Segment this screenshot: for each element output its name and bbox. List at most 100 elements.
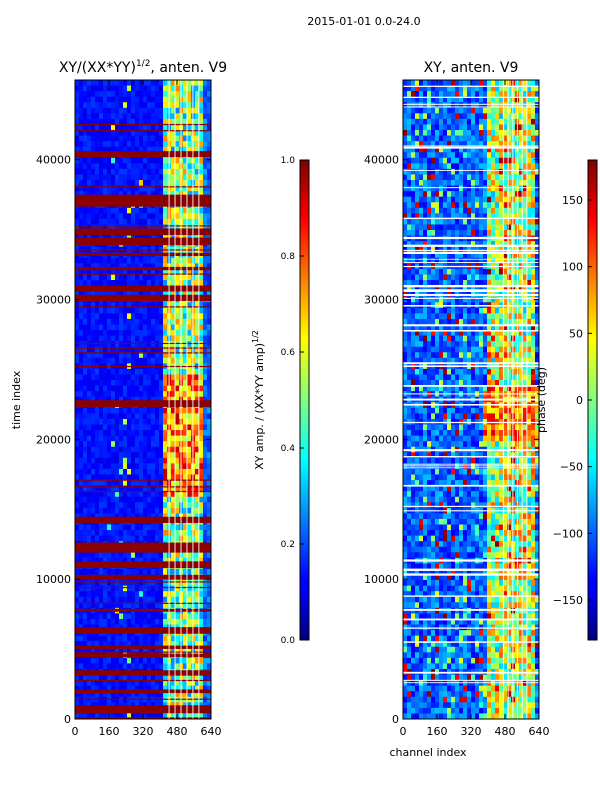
heatmap-cell [207,557,212,564]
heatmap-cell [115,218,120,225]
heatmap-cell [435,152,440,159]
heatmap-cell [111,496,116,503]
heatmap-cell [527,191,532,197]
heatmap-cell [523,185,528,192]
heatmap-cell [187,341,192,348]
heatmap-cell [107,530,112,536]
heatmap-cell [155,268,160,275]
heatmap-cell [187,424,192,431]
heatmap-cell [107,596,112,603]
heatmap-cell [439,218,444,225]
heatmap-cell [107,124,112,131]
heatmap-cell [147,368,152,375]
heatmap-cell [79,113,84,120]
heatmap-cell [123,257,128,264]
heatmap-cell [119,680,124,686]
heatmap-cell [147,557,152,564]
heatmap-cell [123,357,128,364]
heatmap-cell [83,430,88,436]
heatmap-cell [199,413,204,420]
heatmap-cell [111,557,116,564]
heatmap-cell [131,224,136,231]
heatmap-cell [103,135,108,142]
heatmap-cell [87,613,92,620]
heatmap-cell [75,496,80,503]
heatmap-cell [127,302,132,309]
heatmap-cell [183,463,188,470]
heatmap-cell [467,118,472,125]
heatmap-cell [135,80,140,86]
heatmap-cell [139,385,144,392]
heatmap-cell [411,96,416,103]
heatmap-cell [115,674,120,681]
heatmap-cell [163,357,168,364]
heatmap-cell [207,380,212,386]
heatmap-cell [143,441,148,448]
heatmap-cell [187,646,192,653]
heatmap-cell [531,157,536,164]
heatmap-cell [195,463,200,470]
heatmap-cell [455,91,460,97]
heatmap-cell [195,580,200,586]
heatmap-cell [119,552,124,559]
heatmap-cell [127,674,132,681]
heatmap-cell [107,291,112,298]
heatmap-cell [91,341,96,348]
heatmap-cell [483,180,488,186]
heatmap-cell [135,496,140,503]
heatmap-cell [127,263,132,270]
heatmap-cell [79,280,84,286]
heatmap-cell [151,496,156,503]
heatmap-cell [75,507,80,514]
heatmap-cell [483,130,488,136]
heatmap-cell [75,513,80,520]
heatmap-cell [159,591,164,598]
heatmap-cell [499,118,504,125]
heatmap-cell [455,224,460,231]
heatmap-cell [159,491,164,498]
heatmap-cell [119,224,124,231]
heatmap-cell [519,213,524,220]
heatmap-cell [151,80,156,86]
heatmap-cell [171,413,176,420]
heatmap-cell [99,80,104,86]
flagged-band [75,252,211,257]
heatmap-cell [79,391,84,398]
heatmap-cell [455,163,460,170]
heatmap-cell [119,418,124,425]
heatmap-cell [75,491,80,498]
heatmap-cell [475,180,480,186]
heatmap-cell [159,368,164,375]
heatmap-cell [107,130,112,136]
heatmap-cell [91,680,96,686]
heatmap-cell [479,107,484,114]
heatmap-cell [83,491,88,498]
heatmap-cell [119,185,124,192]
heatmap-cell [199,663,204,670]
heatmap-cell [83,685,88,692]
heatmap-cell [447,191,452,197]
heatmap-cell [139,357,144,364]
heatmap-cell [115,368,120,375]
heatmap-cell [199,268,204,275]
heatmap-cell [155,218,160,225]
heatmap-cell [535,102,540,109]
heatmap-cell [499,113,504,120]
heatmap-cell [203,463,208,470]
heatmap-cell [135,613,140,620]
heatmap-cell [95,268,100,275]
heatmap-cell [159,352,164,359]
heatmap-cell [135,685,140,692]
heatmap-cell [419,202,424,209]
heatmap-cell [127,585,132,592]
heatmap-cell [447,218,452,225]
heatmap-cell [75,396,80,403]
heatmap-cell [171,407,176,414]
heatmap-cell [443,135,448,142]
heatmap-cell [183,218,188,225]
heatmap-cell [471,102,476,109]
heatmap-cell [119,107,124,114]
heatmap-cell [123,491,128,498]
heatmap-cell [91,302,96,309]
heatmap-cell [139,352,144,359]
